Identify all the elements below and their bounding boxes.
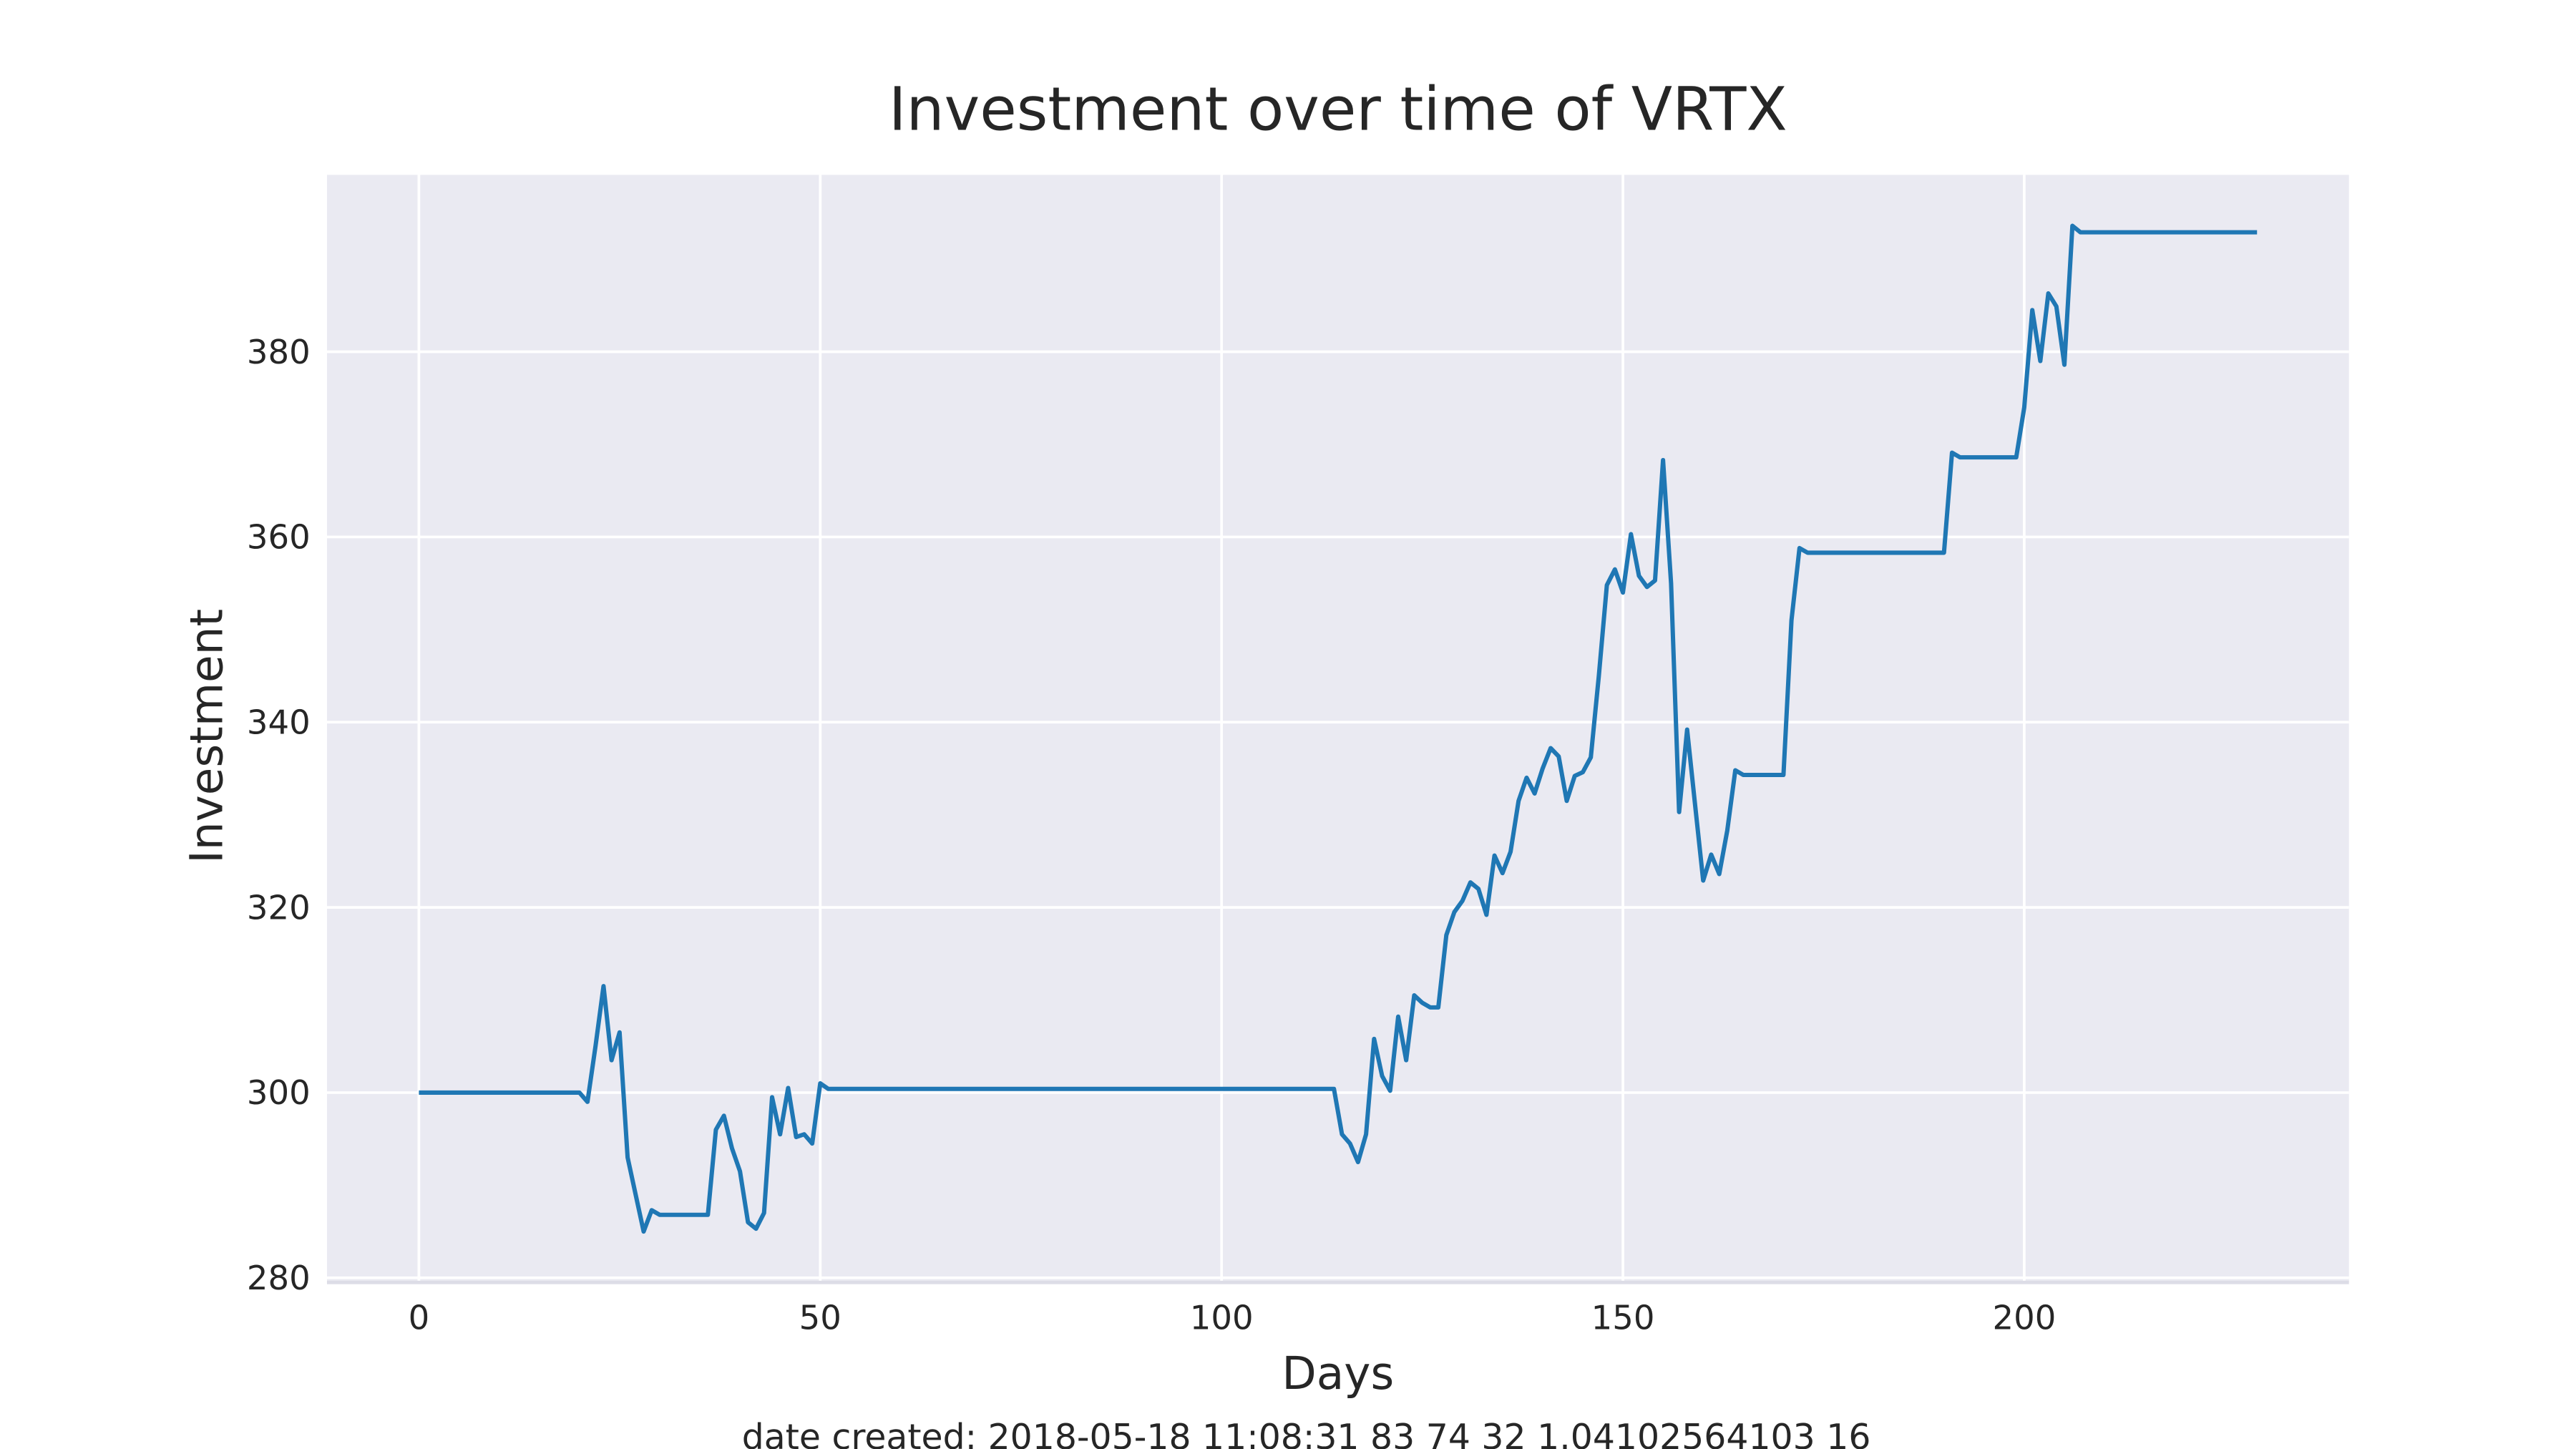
data-line bbox=[419, 223, 2258, 1234]
y-tick-label: 320 bbox=[247, 888, 311, 927]
y-tick-label: 380 bbox=[247, 333, 311, 371]
x-tick-label: 100 bbox=[1190, 1298, 1254, 1337]
y-axis-label: Investment bbox=[180, 609, 233, 864]
footnote: date created: 2018-05-18 11:08:31 83 74 … bbox=[742, 1417, 1871, 1449]
x-tick-label: 150 bbox=[1591, 1298, 1655, 1337]
x-tick-label: 0 bbox=[409, 1298, 430, 1337]
x-axis-label: Days bbox=[1282, 1347, 1394, 1400]
y-tick-label: 340 bbox=[247, 703, 311, 742]
y-tick-label: 360 bbox=[247, 518, 311, 557]
chart-title: Investment over time of VRTX bbox=[889, 74, 1787, 145]
y-tick-label: 300 bbox=[247, 1073, 311, 1112]
x-tick-label: 50 bbox=[799, 1298, 841, 1337]
y-tick-label: 280 bbox=[247, 1259, 311, 1297]
plot-area bbox=[326, 175, 2349, 1283]
x-tick-label: 200 bbox=[1993, 1298, 2057, 1337]
